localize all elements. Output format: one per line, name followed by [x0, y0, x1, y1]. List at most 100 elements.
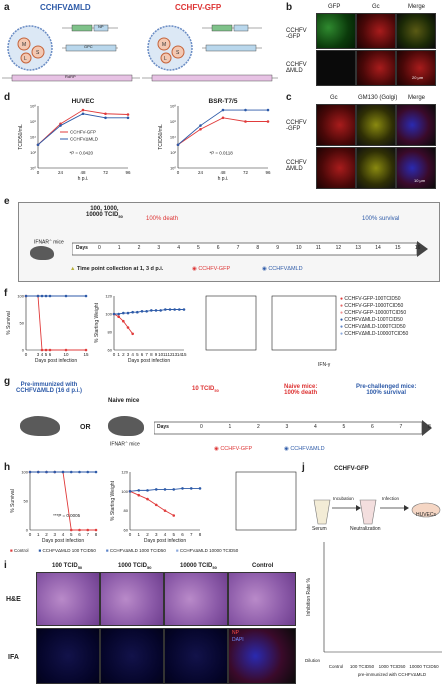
data-point: [137, 489, 141, 492]
data-point: [104, 112, 107, 116]
data-point: [168, 308, 172, 311]
g-day-tick: 8: [428, 424, 431, 430]
series-line: [114, 309, 184, 315]
data-point: [64, 348, 68, 352]
g-legend-mld: ◉ CCHFVΔMLD: [284, 446, 325, 452]
svg-text:L: L: [164, 56, 167, 62]
chart-annotation: ***P = 0.0005: [53, 513, 81, 518]
i-row-ifa: IFA: [8, 654, 19, 661]
panel-a-label: a: [4, 2, 10, 13]
panel-d-label: d: [4, 92, 11, 103]
data-point: [176, 143, 180, 147]
i-col-1000: 1000 TCID50: [118, 563, 152, 571]
data-point: [28, 470, 32, 474]
x-tick-label: 6: [141, 352, 144, 357]
x-tick-label: 4: [131, 352, 134, 357]
panel-h: h 0 1 2 3 4 5 6 7 8 0 50 100 Days post infection% Su…: [0, 462, 300, 558]
data-point: [178, 308, 181, 311]
y-tick-label: 10²: [170, 150, 176, 155]
g-dose: 10 TCID50: [192, 386, 219, 394]
data-point: [199, 124, 202, 127]
growth-curve-charts: 0 24 48 72 96 10⁰ 10² 10⁴ 10⁶ 10⁸ HUVEC h p.i. TCID5…: [18, 98, 271, 182]
y-tick-label: 10⁴: [30, 135, 36, 140]
j-inhibition-chart: Inhibition Rate % Dilution Control 100 TCID…: [305, 542, 442, 677]
y-axis-label: % Survival: [10, 489, 16, 513]
x-tick-label: 0: [25, 352, 28, 357]
f-tissue-plot-frame: [205, 295, 257, 351]
h-legend-item: ■ CCHFVΔMLD 100 TCID50: [38, 548, 96, 553]
x-axis-label: Days post infection: [144, 538, 186, 544]
h-legend-item: ■ Control: [10, 548, 29, 553]
x-tick-label: 96: [265, 170, 271, 175]
i-ifa-control: [228, 628, 296, 684]
y-tick-label: 50: [24, 499, 29, 504]
svg-text:M: M: [22, 42, 26, 48]
i-he-100: [36, 572, 100, 626]
b-col-gfp: GFP: [328, 4, 341, 10]
e-day-tick: 5: [197, 245, 200, 251]
e-day-tick: 4: [177, 245, 180, 251]
j-group-label: 100 TCID50: [350, 664, 375, 669]
f-legend-item: ● CCHFVΔMLD-1000TCID50: [340, 324, 406, 330]
data-point: [163, 509, 167, 512]
mouse-icon: [30, 246, 54, 260]
x-tick-label: 3: [127, 352, 130, 357]
c-img-mld-gc: [316, 147, 356, 189]
x-tick-label: 8: [150, 352, 153, 357]
e-day-tick: 8: [256, 245, 260, 251]
f-ifn: IFN-γ: [318, 362, 331, 368]
data-point: [44, 348, 48, 352]
data-point: [48, 294, 52, 298]
e-survival: 100% survival: [362, 216, 400, 222]
i-col-100: 100 TCID50: [52, 563, 83, 571]
x-tick-label: 14: [177, 352, 183, 357]
panel-i: i 100 TCID50 1000 TCID50 10000 TCID50 Co…: [0, 560, 300, 685]
y-tick-label: 100: [21, 470, 28, 475]
x-tick-label: 15: [181, 352, 187, 357]
x-tick-label: 5: [136, 352, 139, 357]
data-point: [181, 487, 184, 490]
panel-a: a CCHFVΔMLD CCHFV-GFP M S L M S L: [0, 0, 280, 90]
data-point: [45, 470, 48, 474]
g-legend-gfp: ◉ CCHFV-GFP: [214, 446, 253, 452]
x-tick-label: 0: [37, 170, 40, 175]
x-tick-label: 72: [103, 170, 109, 175]
panel-c-label: c: [286, 92, 292, 103]
data-point: [159, 309, 162, 312]
svg-text:S: S: [36, 50, 40, 56]
b-img-gfp-gc: [356, 13, 396, 49]
panel-d: d 0 24 48 72 96 10⁰ 10² 10⁴ 10⁶ 10⁸ HUVEC h p.i. TCI…: [0, 92, 282, 192]
b-img-gfp-merge: [396, 13, 436, 49]
data-point: [104, 116, 107, 120]
x-tick-label: 2: [45, 532, 48, 537]
data-point: [40, 348, 44, 352]
x-tick-label: 5: [45, 352, 48, 357]
x-tick-label: 3: [155, 532, 158, 537]
x-tick-label: 8: [95, 532, 98, 537]
f-mrna-plot-frame: [271, 295, 337, 351]
e-death: 100% death: [146, 216, 179, 222]
svg-text:L: L: [24, 56, 27, 62]
y-tick-label: 10⁶: [30, 119, 36, 124]
c-img-gfp-golgi: [356, 104, 396, 146]
x-tick-label: 0: [29, 532, 32, 537]
data-point: [244, 108, 247, 112]
data-point: [137, 493, 141, 497]
x-tick-label: 7: [190, 532, 193, 537]
j-step-serum: Serum: [312, 526, 327, 532]
x-tick-label: 13: [172, 352, 178, 357]
g-day-tick: 2: [257, 424, 260, 430]
data-point: [81, 108, 85, 112]
panel-a-title-gfp: CCHFV-GFP: [175, 3, 222, 12]
c-col-merge: Merge: [408, 95, 426, 101]
x-tick-label: 3: [37, 352, 40, 357]
gene-rdrp-label: RdRP: [65, 74, 76, 79]
x-axis-label: h p.i.: [218, 176, 229, 182]
panel-e: e 100, 1000, 10000 TCID50 100% death 100…: [0, 196, 446, 284]
f-legend-item: ● CCHFVΔMLD-10000TCID50: [340, 331, 409, 337]
data-point: [24, 294, 28, 298]
series-line: [177, 117, 268, 146]
x-tick-label: 5: [172, 532, 175, 537]
j-workflow: [313, 499, 441, 525]
